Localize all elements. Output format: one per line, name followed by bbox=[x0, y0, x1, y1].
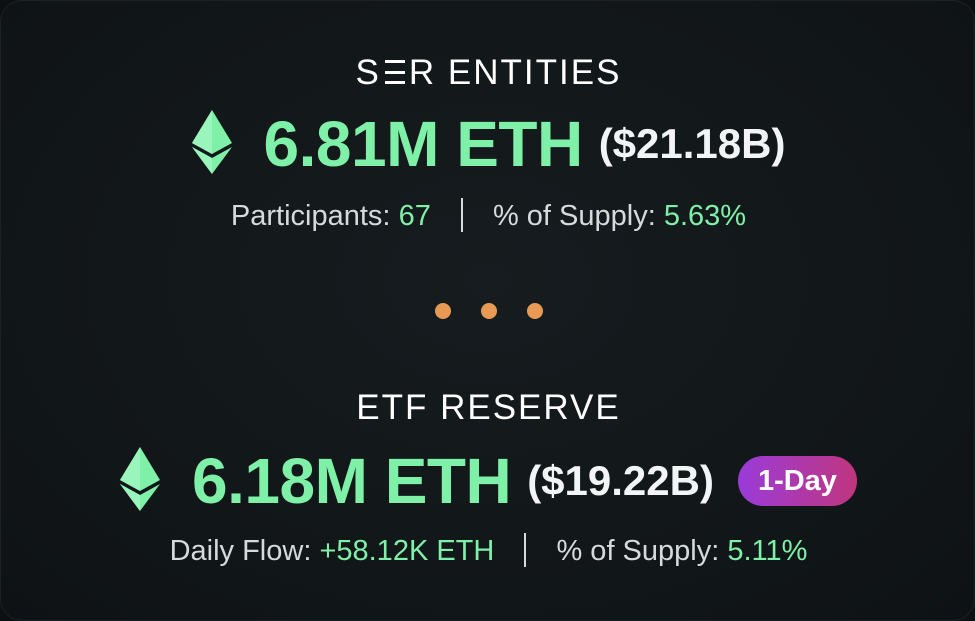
supply-value: 5.11% bbox=[727, 535, 808, 567]
separator-dot bbox=[526, 303, 543, 319]
separator-dot bbox=[434, 303, 451, 319]
title-prefix: S bbox=[355, 53, 381, 92]
ser-eth-amount: 6.81M ETH bbox=[263, 108, 584, 180]
daily-flow-label: Daily Flow: bbox=[169, 535, 320, 567]
timeframe-badge[interactable]: 1-Day bbox=[737, 456, 857, 506]
ser-amount-row: 6.81M ETH ($21.18B) bbox=[1, 107, 975, 181]
separator-dot bbox=[480, 303, 497, 319]
title-ser-entities: S R ENTITIES bbox=[1, 53, 975, 93]
supply-label: % of Supply: bbox=[556, 535, 728, 567]
supply-value: 5.63% bbox=[663, 200, 747, 232]
participants-value: 67 bbox=[398, 200, 431, 232]
etf-usd-value: ($19.22B) bbox=[527, 457, 714, 504]
stat-separator bbox=[460, 198, 463, 232]
ser-stats-row: Participants: 67 % of Supply: 5.63% bbox=[1, 198, 975, 233]
ethereum-icon bbox=[120, 446, 161, 516]
etf-stats-row: Daily Flow: +58.12K ETH % of Supply: 5.1… bbox=[1, 533, 975, 568]
etf-title: ETF RESERVE bbox=[356, 388, 621, 427]
ethereum-icon bbox=[191, 109, 232, 179]
title-suffix: R ENTITIES bbox=[408, 53, 622, 92]
supply-label: % of Supply: bbox=[492, 200, 664, 232]
etf-amount-row: 6.18M ETH ($19.22B) 1-Day bbox=[1, 444, 975, 518]
ser-logo-e-icon bbox=[383, 59, 407, 85]
separator-dots bbox=[1, 303, 975, 319]
etf-eth-amount: 6.18M ETH bbox=[192, 445, 512, 517]
ser-usd-value: ($21.18B) bbox=[598, 120, 786, 167]
participants-label: Participants: bbox=[230, 200, 399, 232]
daily-flow-value: +58.12K ETH bbox=[319, 535, 495, 567]
title-etf-reserve: ETF RESERVE bbox=[1, 388, 975, 428]
stat-separator bbox=[524, 533, 527, 567]
